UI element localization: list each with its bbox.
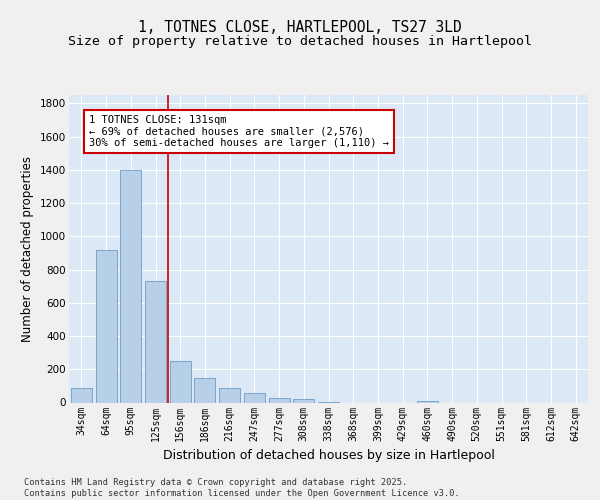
Text: 1, TOTNES CLOSE, HARTLEPOOL, TS27 3LD: 1, TOTNES CLOSE, HARTLEPOOL, TS27 3LD	[138, 20, 462, 35]
Bar	[244, 394, 265, 402]
Bar	[269, 398, 290, 402]
Bar	[145, 281, 166, 402]
Bar	[120, 170, 141, 402]
Bar	[71, 388, 92, 402]
Bar	[219, 388, 240, 402]
Bar	[417, 401, 438, 402]
Y-axis label: Number of detached properties: Number of detached properties	[22, 156, 34, 342]
Text: Size of property relative to detached houses in Hartlepool: Size of property relative to detached ho…	[68, 35, 532, 48]
X-axis label: Distribution of detached houses by size in Hartlepool: Distribution of detached houses by size …	[163, 449, 494, 462]
Bar	[293, 399, 314, 402]
Text: Contains HM Land Registry data © Crown copyright and database right 2025.
Contai: Contains HM Land Registry data © Crown c…	[24, 478, 460, 498]
Bar	[170, 361, 191, 403]
Bar	[194, 378, 215, 402]
Text: 1 TOTNES CLOSE: 131sqm
← 69% of detached houses are smaller (2,576)
30% of semi-: 1 TOTNES CLOSE: 131sqm ← 69% of detached…	[89, 115, 389, 148]
Bar	[95, 250, 116, 402]
